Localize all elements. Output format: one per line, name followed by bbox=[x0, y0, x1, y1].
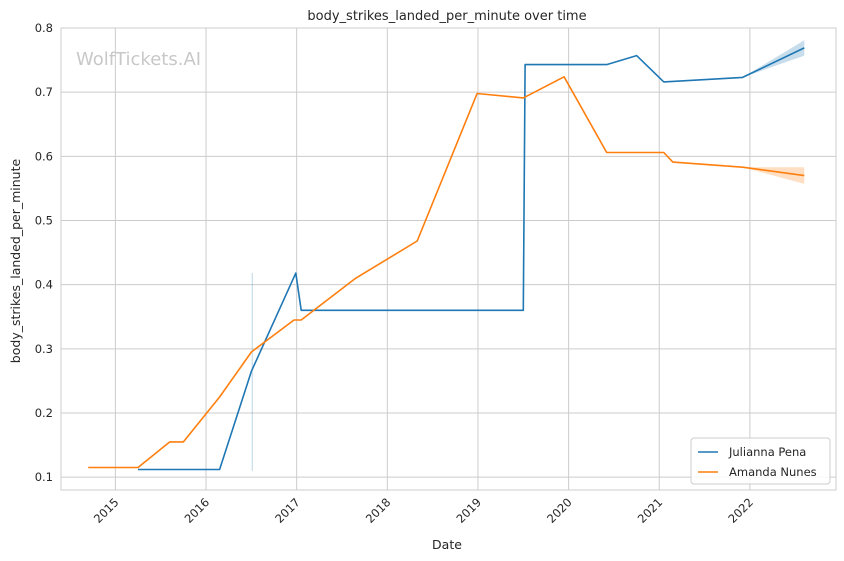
y-tick-label: 0.2 bbox=[35, 406, 53, 420]
y-tick-label: 0.3 bbox=[35, 342, 53, 356]
watermark-text: WolfTickets.AI bbox=[76, 49, 201, 70]
chart-title: body_strikes_landed_per_minute over time bbox=[307, 9, 586, 24]
series-line bbox=[138, 47, 805, 471]
confidence-bands bbox=[251, 40, 805, 471]
y-tick-label: 0.6 bbox=[35, 149, 53, 163]
y-tick-label: 0.4 bbox=[35, 278, 53, 292]
y-tick-label: 0.1 bbox=[35, 470, 53, 484]
legend-box bbox=[690, 437, 831, 485]
y-tick-labels: 0.1 0.2 0.3 0.4 0.5 0.6 0.7 0.8 bbox=[35, 21, 53, 484]
legend: Julianna Pena Amanda Nunes bbox=[690, 437, 831, 485]
series-line bbox=[88, 76, 805, 469]
confidence-band bbox=[742, 40, 805, 78]
y-tick-label: 0.5 bbox=[35, 214, 53, 228]
y-axis-label: body_strikes_landed_per_minute bbox=[8, 158, 23, 363]
confidence-band bbox=[742, 167, 805, 184]
legend-label: Amanda Nunes bbox=[729, 465, 817, 479]
grid bbox=[61, 27, 836, 490]
y-tick-label: 0.7 bbox=[35, 85, 53, 99]
legend-label: Julianna Pena bbox=[728, 445, 806, 459]
series-lines bbox=[88, 47, 805, 471]
y-tick-label: 0.8 bbox=[35, 21, 53, 35]
plot-frame bbox=[60, 27, 837, 491]
x-axis-label: Date bbox=[432, 537, 462, 552]
